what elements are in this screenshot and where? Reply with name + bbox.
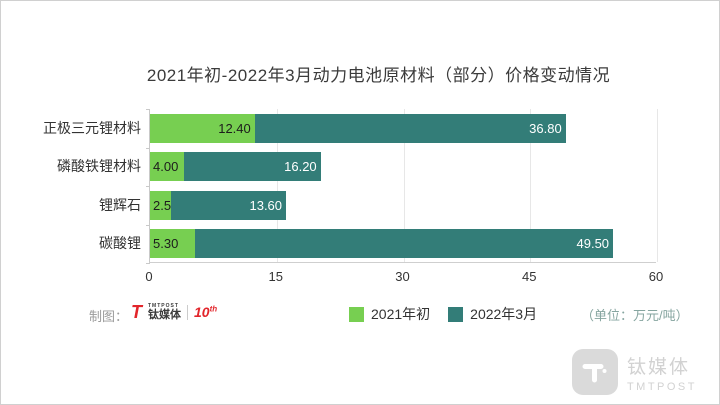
logo-brand-en: TMTPOST	[148, 302, 179, 309]
watermark-brand-en: TMTPOST	[626, 380, 697, 393]
gridline	[530, 109, 532, 262]
tmtpost-logo: T TMTPOST 钛媒体 10th	[131, 303, 217, 321]
credit-label: 制图：	[89, 309, 129, 324]
bar-row: 正极三元锂材料 12.40 36.80	[43, 113, 656, 143]
chart-title: 2021年初-2022年3月动力电池原材料（部分）价格变动情况	[146, 66, 611, 85]
bar-segment-start	[150, 113, 255, 143]
y-axis-tick	[146, 186, 150, 187]
legend-swatch	[448, 306, 464, 322]
bar-row: 磷酸铁锂材料 4.00 16.20	[57, 152, 656, 182]
unit-note: （单位：万元/吨）	[581, 308, 689, 323]
logo-divider	[187, 304, 188, 320]
bar-segment-end	[254, 113, 566, 143]
category-label: 正极三元锂材料	[43, 119, 141, 136]
bar-value-label: 13.60	[249, 197, 283, 213]
bar-row: 锂辉石 2.50 13.60	[99, 190, 656, 220]
legend-label: 2021年初	[371, 306, 431, 322]
bar-value-label: 5.30	[153, 236, 179, 252]
gridline	[657, 109, 658, 262]
x-axis-tick-label: 15	[268, 269, 283, 284]
tmtpost-watermark-icon	[571, 349, 618, 395]
logo-10th-badge: 10th	[194, 304, 218, 320]
bar-value-label: 4.00	[153, 159, 179, 175]
x-axis-tick-label: 30	[395, 269, 410, 284]
bar-segment-end	[183, 152, 321, 182]
legend-item: 2022年3月	[448, 304, 537, 324]
bar-segment-start	[150, 152, 184, 182]
legend-item: 2021年初	[349, 304, 430, 324]
category-label: 碳酸锂	[99, 235, 141, 252]
bar-value-label: 36.80	[529, 120, 562, 136]
legend-swatch	[349, 306, 364, 322]
bar-chart-plot-area: 正极三元锂材料 12.40 36.80 磷酸铁锂材料 4.00 16.20 锂辉石 2.50 1…	[43, 109, 658, 264]
bar-value-label: 16.20	[284, 159, 317, 175]
y-axis-tick	[146, 263, 150, 264]
bar-segment-start	[150, 190, 172, 220]
watermark-brand-cn: 钛媒体	[626, 356, 690, 378]
x-axis-tick-label: 60	[648, 269, 664, 284]
category-label: 磷酸铁锂材料	[57, 158, 141, 175]
y-axis-tick	[146, 147, 150, 149]
y-axis-tick	[146, 224, 150, 226]
x-axis-tick-label: 45	[522, 269, 537, 284]
gridline	[403, 109, 405, 262]
tmtpost-watermark: 钛媒体 TMTPOST	[571, 349, 697, 395]
chart-legend: 2021年初 2022年3月	[349, 304, 555, 324]
bar-row: 碳酸锂 5.30 49.50	[99, 229, 656, 259]
y-axis-tick	[146, 109, 150, 110]
bar-segment-start	[150, 229, 195, 259]
bar-value-label: 12.40	[218, 120, 251, 136]
tmtpost-logo-icon: T	[131, 302, 142, 322]
chart-footer: 制图： T TMTPOST 钛媒体 10th 2021年初 2022年3月 （单位…	[1, 299, 719, 331]
bar-value-label: 49.50	[576, 236, 610, 252]
bar-segment-end	[171, 190, 287, 220]
gridline	[276, 109, 278, 262]
logo-brand-cn: 钛媒体	[148, 308, 181, 321]
x-axis-tick-label: 0	[145, 269, 153, 284]
category-label: 锂辉石	[99, 196, 141, 213]
bar-segment-end	[194, 229, 614, 259]
x-axis: 0 15 30 45 60	[145, 269, 663, 287]
legend-label: 2022年3月	[470, 306, 538, 322]
